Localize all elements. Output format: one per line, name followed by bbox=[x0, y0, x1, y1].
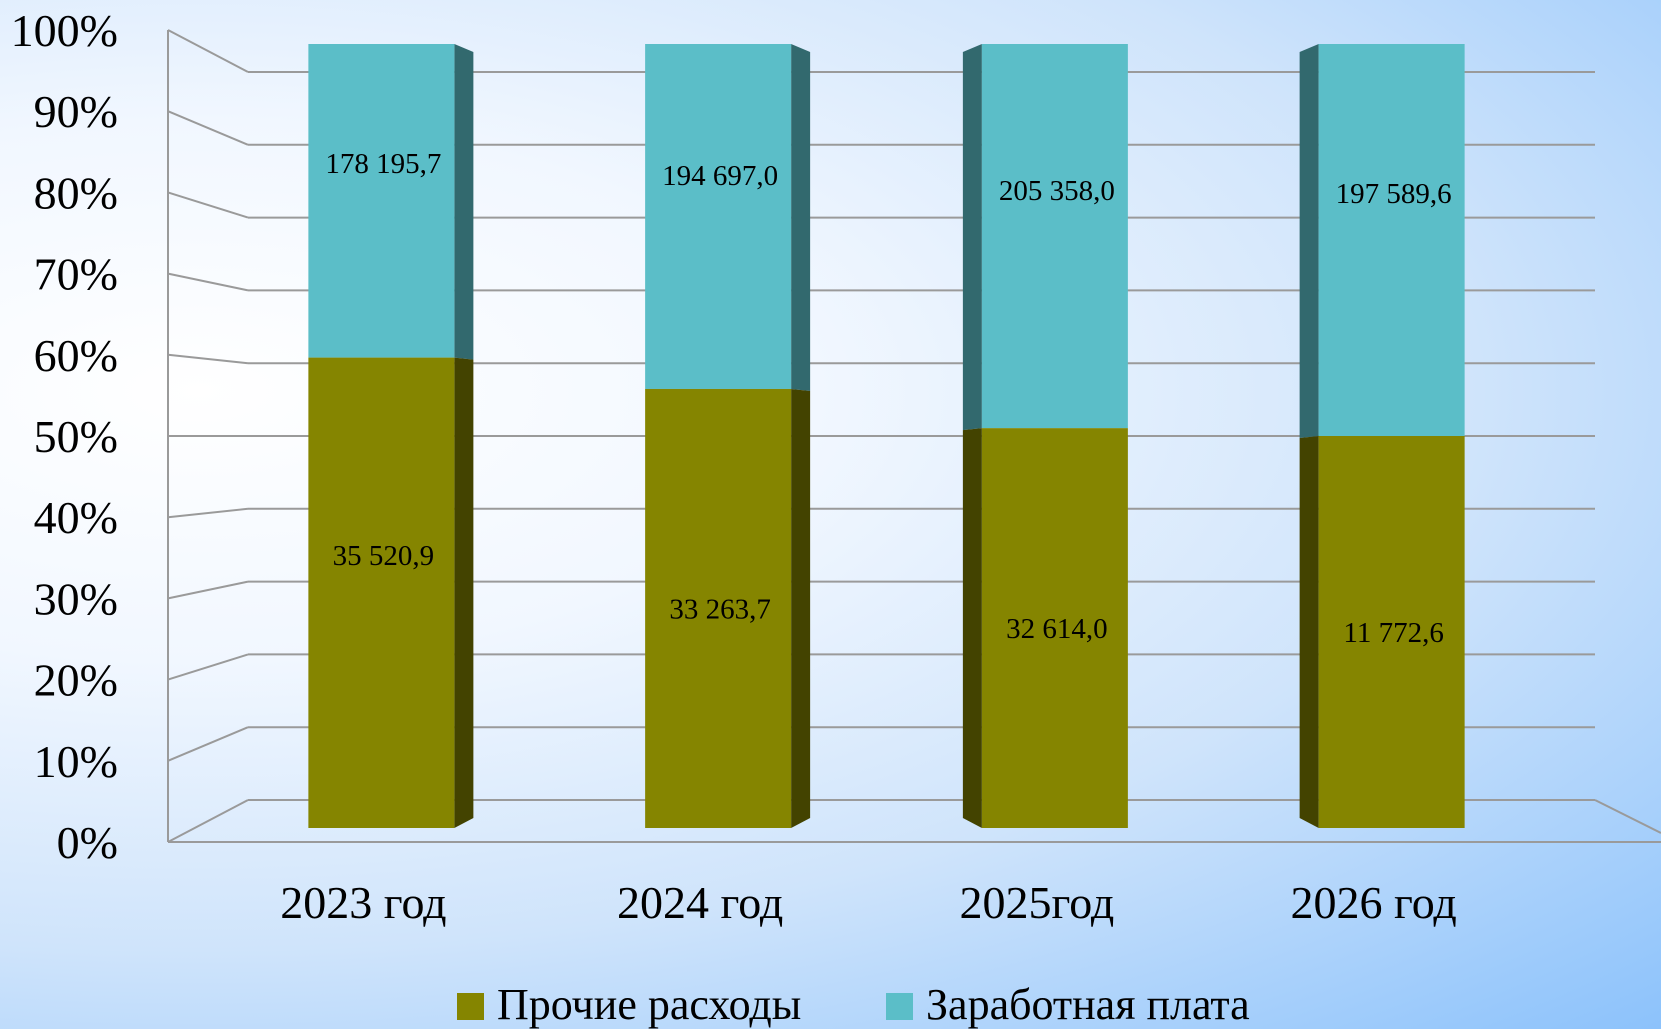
bar-side-other bbox=[1299, 436, 1319, 828]
side-wall-line bbox=[167, 29, 249, 73]
bar-side-salary bbox=[1299, 44, 1319, 438]
y-tick-label: 60% bbox=[34, 330, 118, 381]
bar-salary bbox=[645, 44, 792, 389]
bar-side-other bbox=[454, 357, 474, 828]
bar-salary bbox=[1318, 44, 1465, 436]
side-wall-line bbox=[167, 191, 249, 219]
y-tick-label: 80% bbox=[34, 167, 118, 218]
data-label-other-expenses: 35 520,9 bbox=[333, 540, 435, 572]
y-tick-label: 0% bbox=[57, 817, 118, 868]
bar-other-expenses bbox=[308, 357, 455, 828]
y-tick-label: 100% bbox=[11, 5, 118, 56]
side-wall-line bbox=[167, 272, 249, 292]
bar-salary bbox=[308, 44, 455, 358]
side-wall-line bbox=[167, 110, 249, 146]
bar-other-expenses bbox=[981, 428, 1128, 828]
legend-label: Заработная плата bbox=[926, 980, 1250, 1029]
bar-side-salary bbox=[454, 44, 474, 360]
x-category-label: 2023 год bbox=[280, 877, 446, 928]
side-wall-line bbox=[167, 653, 249, 681]
side-wall-line bbox=[167, 726, 249, 762]
y-tick-label: 70% bbox=[34, 249, 118, 300]
legend-label: Прочие расходы bbox=[497, 980, 801, 1029]
side-wall-line bbox=[167, 507, 249, 519]
bar-side-salary bbox=[791, 44, 811, 391]
axis-layer: 0% 10% 20% 30% 40% 50% 60% 70% 80% 90% 100% bbox=[11, 5, 1661, 868]
legend-swatch bbox=[886, 993, 913, 1020]
bar-side-salary bbox=[962, 44, 982, 431]
side-wall-line bbox=[167, 353, 249, 365]
x-category-label: 2026 год bbox=[1290, 877, 1456, 928]
y-tick-label: 20% bbox=[34, 655, 118, 706]
legend: Прочие расходы Заработная плата bbox=[457, 980, 1250, 1029]
y-tick-label: 30% bbox=[34, 573, 118, 624]
y-tick-label: 10% bbox=[34, 736, 118, 787]
data-label-other-expenses: 32 614,0 bbox=[1006, 613, 1108, 645]
x-category-label: 2024 год bbox=[617, 877, 783, 928]
y-tick-label: 90% bbox=[34, 86, 118, 137]
side-wall-line bbox=[167, 799, 249, 843]
y-tick-label: 40% bbox=[34, 492, 118, 543]
bar-salary bbox=[981, 44, 1128, 429]
data-label-salary: 194 697,0 bbox=[662, 160, 778, 192]
side-wall-line bbox=[167, 580, 249, 600]
labels-layer: 178 195,7 35 520,9 2023 год 194 697,0 33 263… bbox=[280, 148, 1457, 928]
bar-side-other bbox=[962, 428, 982, 828]
data-label-salary: 197 589,6 bbox=[1336, 178, 1452, 210]
bar-other-expenses bbox=[1318, 436, 1465, 828]
data-label-salary: 178 195,7 bbox=[325, 148, 441, 180]
x-category-label: 2025год bbox=[959, 877, 1114, 928]
floor-edge bbox=[1594, 799, 1661, 834]
data-label-salary: 205 358,0 bbox=[999, 175, 1115, 207]
y-tick-label: 50% bbox=[34, 411, 118, 462]
bar-other-expenses bbox=[645, 388, 792, 828]
bar-side-other bbox=[791, 388, 811, 828]
legend-swatch bbox=[457, 993, 484, 1020]
data-label-other-expenses: 33 263,7 bbox=[669, 593, 771, 625]
bars-layer bbox=[308, 44, 1465, 828]
data-label-other-expenses: 11 772,6 bbox=[1343, 617, 1443, 649]
